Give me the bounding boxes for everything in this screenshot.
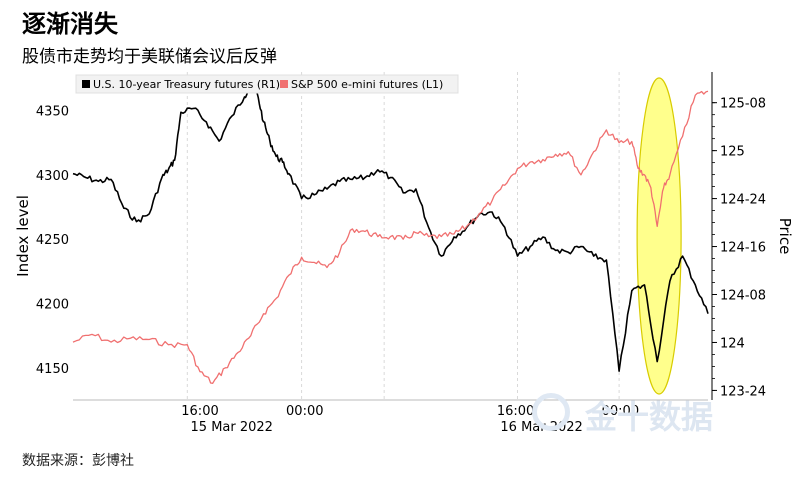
left-axis-title: Index level xyxy=(14,195,32,277)
right-axis-tick-label: 124 xyxy=(720,336,745,351)
watermark-text: 金十数据 xyxy=(585,398,714,436)
right-axis-title: Price xyxy=(776,218,794,255)
source-note: 数据来源：彭博社 xyxy=(22,453,134,469)
right-axis-tick-label: 123-24 xyxy=(720,384,766,399)
left-axis-tick-label: 4350 xyxy=(36,105,69,120)
legend-label: U.S. 10-year Treasury futures (R1) xyxy=(93,78,280,91)
x-axis-tick-label: 00:00 xyxy=(602,404,639,419)
x-axis-tick-label: 16:00 xyxy=(181,404,218,419)
x-axis-date-label: 15 Mar 2022 xyxy=(191,420,273,435)
x-axis-tick-label: 16:00 xyxy=(497,404,534,419)
legend-swatch-treasury xyxy=(82,80,90,88)
legend-label: S&P 500 e-mini futures (L1) xyxy=(291,78,443,91)
series-line-sp500 xyxy=(72,90,709,384)
right-axis-tick-label: 125-08 xyxy=(720,97,766,112)
legend-box xyxy=(75,74,459,94)
left-axis-tick-label: 4150 xyxy=(36,362,69,377)
left-axis-tick-label: 4250 xyxy=(36,233,69,248)
legend-swatch-sp500 xyxy=(280,80,288,88)
right-axis-tick-label: 124-16 xyxy=(720,241,766,256)
chart-title: 逐渐消失 xyxy=(22,10,118,38)
chart-subtitle: 股债市走势均于美联储会议后反弹 xyxy=(22,47,277,67)
right-axis-tick-label: 125 xyxy=(720,145,745,160)
watermark-logo-icon xyxy=(532,393,570,431)
left-axis-tick-label: 4200 xyxy=(36,298,69,313)
x-axis-tick-label: 00:00 xyxy=(286,404,323,419)
series-line-treasury xyxy=(72,82,709,372)
right-axis-tick-label: 124-24 xyxy=(720,193,766,208)
highlight-ellipse xyxy=(636,77,682,395)
right-axis-tick-label: 124-08 xyxy=(720,289,766,304)
left-axis-tick-label: 4300 xyxy=(36,169,69,184)
